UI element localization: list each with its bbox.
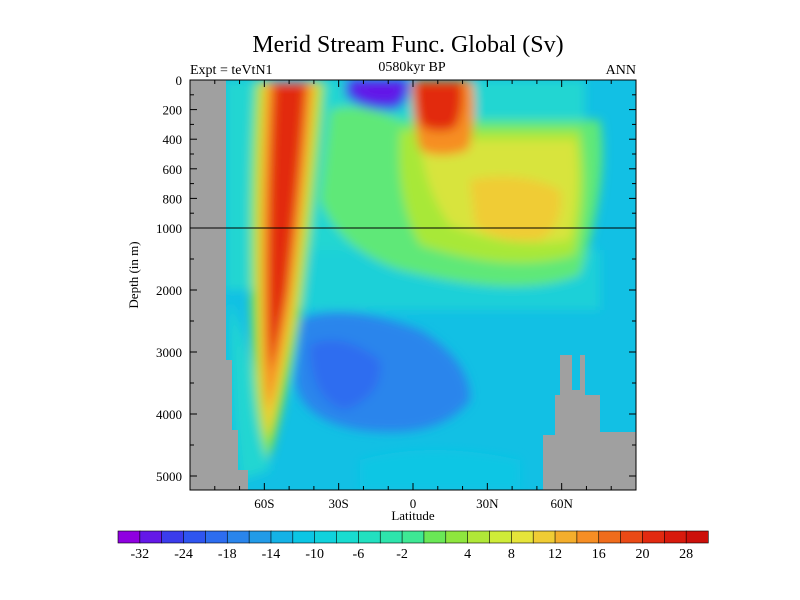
y-tick-label: 800 [163,191,183,206]
colorbar-swatch [423,530,447,544]
x-tick-label: 30N [476,496,499,511]
colorbar-label: -10 [305,547,324,562]
colorbar-label: 12 [548,547,562,562]
colorbar-swatch [270,530,294,544]
colorbar-label: 16 [592,547,606,562]
colorbar-label: 20 [635,547,649,562]
y-tick-label: 5000 [156,469,182,484]
y-tick-label: 2000 [156,283,182,298]
topography-mask [190,80,636,490]
colorbar-swatch [467,530,491,544]
colorbar-label: -6 [353,547,365,562]
colorbar-swatch [379,530,403,544]
colorbar-swatch [226,530,250,544]
colorbar-swatch [685,530,709,544]
colorbar-label: 28 [679,547,693,562]
colorbar-swatch [663,530,687,544]
y-tick-label: 4000 [156,407,182,422]
colorbar-swatch [576,530,600,544]
season-label: ANN [606,63,636,78]
x-tick-label: 60N [550,496,573,511]
colorbar-label: 8 [508,547,515,562]
colorbar-swatch [401,530,425,544]
colorbar-swatch [336,530,359,544]
y-tick-label: 3000 [156,345,182,360]
colorbar-label: -18 [218,547,237,562]
y-tick-label: 200 [163,103,183,118]
colorbar-swatch [532,530,556,544]
colorbar-swatch [161,530,185,544]
contour-field [225,80,603,490]
colorbar-label: -24 [174,547,193,562]
axis-ticks: 60S 30S 0 30N 60N 0 200 400 600 800 1000 2000 3000 40… [156,73,636,511]
y-axis-label: Depth (in m) [126,241,141,308]
y-tick-label: 400 [163,132,183,147]
y-tick-label: 1000 [156,221,182,236]
colorbar-swatch [205,530,228,544]
colorbar-swatch [314,530,338,544]
colorbar-swatch [358,530,381,544]
colorbar-swatch [489,530,512,544]
colorbar-swatch [620,530,644,544]
colorbar-swatch [183,530,207,544]
colorbar-swatch [139,530,163,544]
colorbar-label: -14 [262,547,281,562]
y-tick-label: 600 [163,162,183,177]
y-tick-label: 0 [176,73,183,88]
colorbar-swatch [292,530,316,544]
x-tick-label: 30S [329,496,349,511]
time-label: 0580kyr BP [378,60,446,75]
colorbar-label: -2 [396,547,408,562]
x-tick-label: 0 [410,496,417,511]
colorbar: -32 -24 -18 -14 -10 -6 -2 4 8 12 16 20 28 [117,530,709,562]
colorbar-label: -32 [131,547,150,562]
colorbar-swatch [642,530,665,544]
colorbar-swatch [598,530,622,544]
x-tick-label: 60S [254,496,274,511]
colorbar-swatch [117,530,141,544]
colorbar-swatch [248,530,272,544]
plot-area [190,80,636,490]
colorbar-label: 4 [464,547,471,562]
colorbar-swatch [445,530,469,544]
chart-title: Merid Stream Func. Global (Sv) [252,32,563,58]
x-axis-label: Latitude [391,508,435,523]
experiment-label: Expt = teVtN1 [190,63,273,78]
colorbar-swatch [511,530,534,544]
colorbar-swatch [554,530,578,544]
